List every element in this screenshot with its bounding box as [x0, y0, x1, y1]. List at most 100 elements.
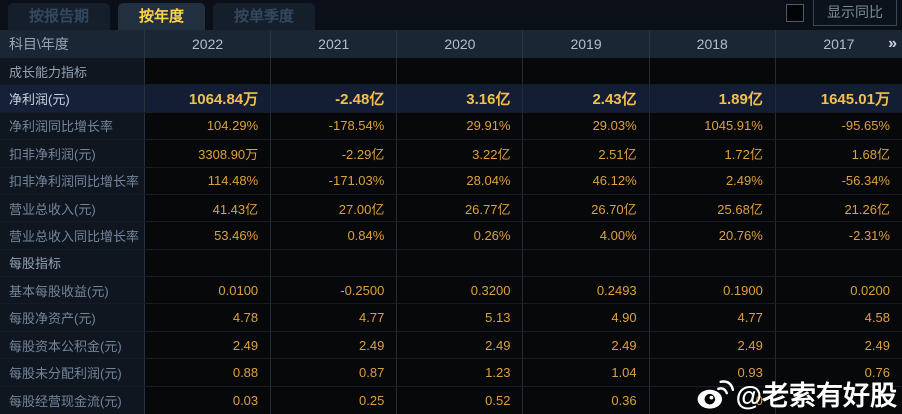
cell-value [145, 58, 272, 85]
cell-value: 53.46% [145, 222, 272, 249]
cell-value: 2.49% [649, 167, 776, 194]
tab-by-report-period[interactable]: 按报告期 [8, 3, 111, 30]
year-header-2017-label: 2017 [823, 36, 855, 52]
cell-value: 0.52 [397, 386, 524, 414]
table-row: 净利润同比增长率 104.29% -178.54% 29.91% 29.03% 1045.… [0, 112, 902, 141]
cell-value: 4.00% [523, 222, 650, 249]
show-yoy-checkbox[interactable] [786, 3, 804, 22]
cell-value: 0.88 [145, 359, 272, 386]
cell-value [523, 58, 650, 85]
cell-value [271, 249, 398, 277]
table-row: 基本每股收益(元) 0.0100 -0.2500 0.3200 0.2493 0.1900… [0, 277, 902, 305]
row-label: 每股经营现金流(元) [0, 386, 145, 414]
cell-value: 1.72亿 [649, 140, 776, 167]
cell-value: 104.29% [145, 112, 272, 140]
cell-value: 29.91% [397, 112, 524, 140]
cell-value [649, 249, 776, 277]
cell-value: 29.03% [523, 112, 650, 140]
cell-value: 4.77 [271, 304, 398, 331]
cell-value: 3.16亿 [397, 85, 524, 112]
tab-bar: 按报告期 按年度 按单季度 显示同比 [0, 0, 902, 30]
cell-value: 2.49 [649, 331, 776, 359]
cell-value: -2.31% [775, 222, 902, 249]
table-row: 每股未分配利润(元) 0.88 0.87 1.23 1.04 0.93 0.76 [0, 359, 902, 387]
cell-value: 1045.91% [649, 112, 776, 140]
row-label: 扣非净利润同比增长率 [0, 167, 145, 194]
table-row: 扣非净利润(元) 3308.90万 -2.29亿 3.22亿 2.51亿 1.72亿 1.6… [0, 140, 902, 168]
row-label: 每股未分配利润(元) [0, 359, 145, 386]
year-header-2020[interactable]: 2020 [397, 30, 524, 58]
year-header-2021[interactable]: 2021 [271, 30, 398, 58]
cell-value: -2.48亿 [271, 85, 398, 112]
cell-value: 1.04 [523, 359, 650, 386]
cell-value: -178.54% [271, 112, 398, 140]
row-label: 每股净资产(元) [0, 304, 145, 331]
cell-value [775, 386, 902, 414]
cell-value: 2.49 [397, 331, 524, 359]
cell-value: 0.0200 [775, 277, 902, 304]
tab-by-year[interactable]: 按年度 [118, 3, 206, 30]
table-header-row: 科目\年度 2022 2021 2020 2019 2018 2017 » [0, 30, 902, 58]
row-label: 每股资本公积金(元) [0, 331, 145, 359]
year-header-2022[interactable]: 2022 [145, 30, 272, 58]
cell-value [775, 58, 902, 85]
cell-value [271, 58, 398, 85]
cell-value: 25.68亿 [649, 194, 776, 222]
year-header-2018[interactable]: 2018 [650, 30, 776, 58]
cell-value: 0.3200 [397, 277, 524, 304]
cell-value: 3308.90万 [145, 140, 272, 167]
cell-value: 28.04% [397, 167, 524, 194]
table-row: 扣非净利润同比增长率 114.48% -171.03% 28.04% 46.12% 2.4… [0, 167, 902, 195]
row-label: 营业总收入同比增长率 [0, 222, 145, 249]
cell-value: 27.00亿 [271, 194, 398, 222]
table-row: 营业总收入(元) 41.43亿 27.00亿 26.77亿 26.70亿 25.68亿 21… [0, 194, 902, 223]
cell-value: 4.78 [145, 304, 272, 331]
cell-value: 0.26% [397, 222, 524, 249]
cell-value: 2.49 [523, 331, 650, 359]
cell-value: -56.34% [775, 167, 902, 194]
cell-value: 0.03 [145, 386, 272, 414]
cell-value [397, 249, 524, 277]
cell-value: 0.0100 [145, 277, 272, 304]
more-years-icon[interactable]: » [888, 35, 897, 52]
cell-value: -2.29亿 [271, 140, 398, 167]
year-header-2019[interactable]: 2019 [523, 30, 650, 58]
year-header-2017[interactable]: 2017 » [776, 30, 902, 58]
cell-value: 4.90 [523, 304, 650, 331]
show-yoy-label[interactable]: 显示同比 [813, 0, 897, 26]
cell-value: 2.49 [271, 331, 398, 359]
cell-value: 3.22亿 [397, 140, 524, 167]
section-header-row: 每股指标 [0, 249, 902, 278]
cell-value: 0.25 [271, 386, 398, 414]
cell-value [775, 249, 902, 277]
row-label: 净利润(元) [0, 85, 145, 112]
cell-value: 1.68亿 [775, 140, 902, 167]
cell-value: 0.76 [775, 359, 902, 386]
cell-value: 0.36 [523, 386, 650, 414]
cell-value: 2.49 [145, 331, 272, 359]
table-body: 成长能力指标 净利润(元) 1064.84万 -2.48亿 3.16亿 2.43亿 1.89… [0, 58, 902, 414]
cell-value: 2.49 [775, 331, 902, 359]
cell-value: 1064.84万 [145, 85, 272, 112]
table-row: 每股资本公积金(元) 2.49 2.49 2.49 2.49 2.49 2.49 [0, 331, 902, 360]
table-row: 营业总收入同比增长率 53.46% 0.84% 0.26% 4.00% 20.76% -2.… [0, 222, 902, 250]
row-label: 净利润同比增长率 [0, 112, 145, 140]
cell-value: -0.2500 [271, 277, 398, 304]
cell-value: 0.2493 [523, 277, 650, 304]
cell-value: 0 [649, 386, 776, 414]
row-label: 扣非净利润(元) [0, 140, 145, 167]
cell-value: 21.26亿 [775, 194, 902, 222]
row-label: 每股指标 [0, 249, 145, 277]
corner-header-cell: 科目\年度 [0, 30, 145, 58]
table-row: 每股净资产(元) 4.78 4.77 5.13 4.90 4.77 4.58 [0, 304, 902, 332]
cell-value: 1.89亿 [649, 85, 776, 112]
tab-by-quarter[interactable]: 按单季度 [213, 3, 316, 30]
cell-value: 20.76% [649, 222, 776, 249]
cell-value: 2.43亿 [523, 85, 650, 112]
cell-value: 41.43亿 [145, 194, 272, 222]
cell-value: 0.84% [271, 222, 398, 249]
cell-value: 1645.01万 [775, 85, 902, 112]
cell-value: 0.1900 [649, 277, 776, 304]
cell-value: 26.70亿 [523, 194, 650, 222]
